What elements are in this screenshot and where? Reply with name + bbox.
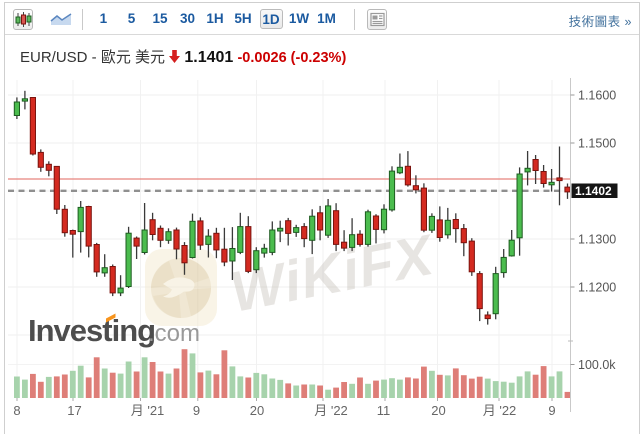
svg-text:月 '21: 月 '21 xyxy=(131,403,165,418)
svg-text:月 '22: 月 '22 xyxy=(314,403,348,418)
svg-text:WiKiFX: WiKiFX xyxy=(225,222,440,324)
svg-text:1.1300: 1.1300 xyxy=(578,233,616,247)
svg-text:11: 11 xyxy=(377,403,391,418)
svg-text:1.1402: 1.1402 xyxy=(575,184,612,198)
svg-text:.com: .com xyxy=(148,320,200,347)
svg-text:1.1500: 1.1500 xyxy=(578,137,616,151)
svg-text:9: 9 xyxy=(548,403,555,418)
svg-text:20: 20 xyxy=(431,403,445,418)
svg-text:1.1200: 1.1200 xyxy=(578,281,616,295)
svg-text:20: 20 xyxy=(250,403,264,418)
svg-text:Investing: Investing xyxy=(28,313,155,348)
svg-text:1.1600: 1.1600 xyxy=(578,89,616,103)
svg-text:8: 8 xyxy=(13,403,20,418)
svg-text:17: 17 xyxy=(67,403,81,418)
svg-text:月 '22: 月 '22 xyxy=(483,403,517,418)
svg-text:100.0k: 100.0k xyxy=(578,358,616,372)
svg-text:9: 9 xyxy=(193,403,200,418)
